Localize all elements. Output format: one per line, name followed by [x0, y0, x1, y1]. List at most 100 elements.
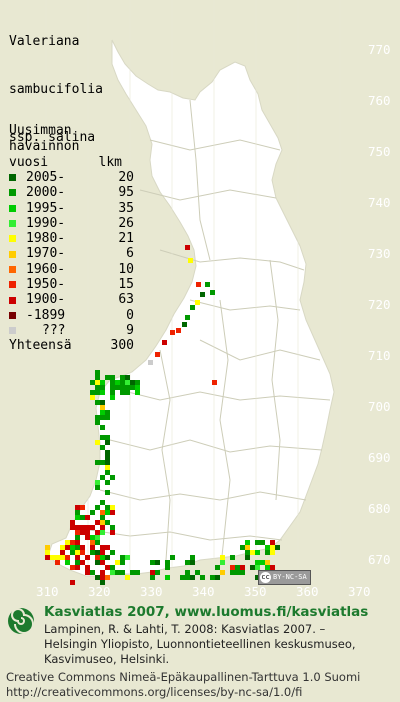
occurrence-square: [105, 375, 110, 380]
occurrence-square: [60, 550, 65, 555]
legend-row: 1980- 21: [9, 231, 134, 246]
occurrence-square: [120, 380, 125, 385]
occurrence-square: [195, 570, 200, 575]
occurrence-square: [110, 380, 115, 385]
occurrence-square: [95, 535, 100, 540]
occurrence-square: [105, 460, 110, 465]
occurrence-square: [100, 570, 105, 575]
occurrence-square: [148, 360, 153, 365]
occurrence-square: [200, 292, 205, 297]
occurrence-square: [180, 575, 185, 580]
occurrence-square: [212, 380, 217, 385]
legend-swatch: [9, 265, 16, 273]
legend-count: 15: [118, 277, 134, 293]
legend-count: 35: [118, 200, 134, 216]
occurrence-square: [75, 555, 80, 560]
legend-count: 0: [126, 307, 134, 323]
occurrence-square: [215, 575, 220, 580]
occurrence-square: [200, 575, 205, 580]
occurrence-square: [95, 505, 100, 510]
license-url[interactable]: http://creativecommons.org/licenses/by-n…: [6, 685, 303, 699]
occurrence-square: [105, 520, 110, 525]
occurrence-square: [190, 575, 195, 580]
occurrence-square: [75, 545, 80, 550]
occurrence-square: [255, 540, 260, 545]
legend-row: 1995- 35: [9, 201, 134, 216]
occurrence-square: [255, 560, 260, 565]
occurrence-square: [110, 375, 115, 380]
occurrence-square: [80, 525, 85, 530]
occurrence-square: [110, 570, 115, 575]
y-axis-label: 730: [368, 246, 391, 261]
legend-year: 1970-: [26, 246, 66, 262]
legend-swatch: [9, 281, 16, 289]
occurrence-squares: [45, 245, 280, 585]
x-axis-label: 310: [36, 584, 59, 599]
occurrence-square: [100, 435, 105, 440]
occurrence-square: [90, 380, 95, 385]
occurrence-square: [190, 560, 195, 565]
y-axis-label: 750: [368, 144, 391, 159]
occurrence-square: [245, 545, 250, 550]
occurrence-square: [170, 330, 175, 335]
legend-row: 1960- 10: [9, 262, 134, 277]
occurrence-square: [100, 475, 105, 480]
occurrence-square: [100, 405, 105, 410]
occurrence-square: [135, 385, 140, 390]
occurrence-square: [260, 560, 265, 565]
occurrence-square: [70, 580, 75, 585]
occurrence-square: [75, 515, 80, 520]
occurrence-square: [85, 515, 90, 520]
occurrence-square: [115, 380, 120, 385]
x-axis-label: 350: [244, 584, 267, 599]
occurrence-square: [255, 565, 260, 570]
occurrence-square: [70, 520, 75, 525]
x-axis-label: 340: [192, 584, 215, 599]
occurrence-square: [95, 390, 100, 395]
legend: 2005- 20 2000- 95 1995- 35 1990- 26 1980- 21 1970-…: [9, 170, 134, 354]
occurrence-square: [85, 565, 90, 570]
occurrence-square: [100, 510, 105, 515]
occurrence-square: [100, 525, 105, 530]
occurrence-square: [245, 555, 250, 560]
occurrence-square: [95, 460, 100, 465]
occurrence-square: [115, 560, 120, 565]
occurrence-square: [110, 510, 115, 515]
legend-row: 1950- 15: [9, 277, 134, 292]
occurrence-square: [75, 535, 80, 540]
cc-license-badge[interactable]: cc BY-NC-SA: [258, 570, 311, 585]
legend-row: 1970- 6: [9, 246, 134, 261]
occurrence-square: [85, 570, 90, 575]
occurrence-square: [120, 555, 125, 560]
y-axis-label: 720: [368, 297, 391, 312]
y-axis-label: 740: [368, 195, 391, 210]
occurrence-square: [185, 245, 190, 250]
site-link[interactable]: Kasviatlas 2007, www.luomus.fi/kasviatla…: [44, 604, 369, 620]
occurrence-square: [75, 505, 80, 510]
occurrence-square: [270, 550, 275, 555]
occurrence-square: [100, 400, 105, 405]
occurrence-square: [270, 545, 275, 550]
occurrence-square: [65, 545, 70, 550]
occurrence-square: [85, 525, 90, 530]
occurrence-square: [130, 380, 135, 385]
occurrence-square: [95, 480, 100, 485]
legend-swatch: [9, 189, 16, 197]
occurrence-square: [230, 555, 235, 560]
occurrence-square: [105, 565, 110, 570]
occurrence-square: [265, 565, 270, 570]
occurrence-square: [185, 575, 190, 580]
y-axis-label: 690: [368, 450, 391, 465]
occurrence-square: [100, 445, 105, 450]
occurrence-square: [100, 460, 105, 465]
occurrence-square: [100, 575, 105, 580]
occurrence-square: [70, 525, 75, 530]
occurrence-square: [95, 370, 100, 375]
occurrence-square: [100, 425, 105, 430]
occurrence-square: [125, 380, 130, 385]
legend-year: 2000-: [26, 185, 66, 201]
legend-count: 6: [126, 246, 134, 262]
occurrence-square: [275, 545, 280, 550]
occurrence-square: [85, 530, 90, 535]
occurrence-square: [265, 560, 270, 565]
